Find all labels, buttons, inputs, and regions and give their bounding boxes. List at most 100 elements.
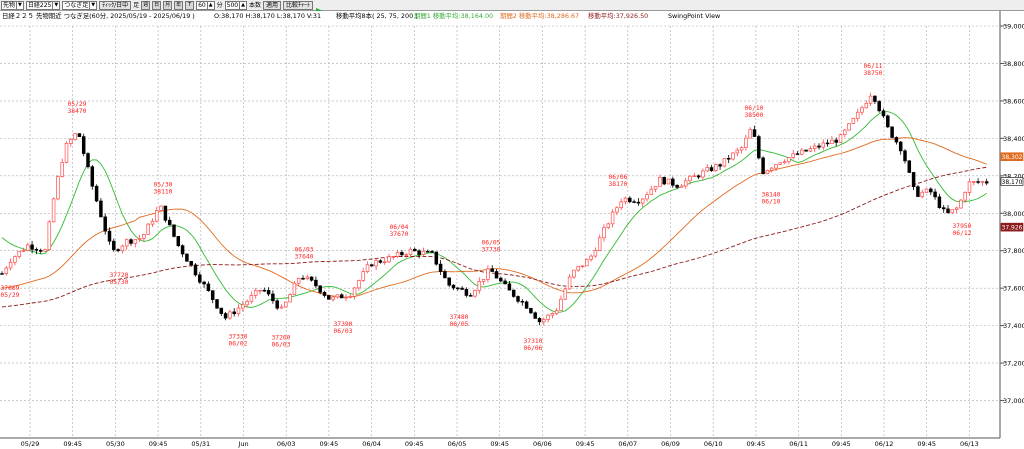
candle-body (503, 280, 507, 285)
candle-body (855, 111, 860, 119)
ma200-line (1, 166, 987, 308)
candle-body (920, 191, 924, 197)
candle-body (520, 300, 525, 303)
candle-body (886, 115, 890, 128)
x-tick-label: 06/07 (618, 440, 637, 448)
candle-body (726, 157, 731, 160)
x-tick-label: 06/03 (277, 440, 296, 448)
swing-label: 06/05 (450, 321, 469, 328)
candle-body (821, 142, 826, 148)
candle-body (563, 288, 568, 300)
candle-body (477, 281, 482, 291)
candle-body (851, 117, 856, 124)
candle-body (589, 255, 593, 260)
candle-body (494, 271, 499, 279)
candle-body (735, 149, 740, 154)
ma3-readout: 移動平均:37,926.50 (588, 11, 648, 20)
bars-input[interactable]: 500 ▲ (224, 0, 247, 10)
candle-body (249, 295, 254, 302)
candle-body (486, 268, 490, 280)
candle-body (843, 129, 847, 135)
y-tick-label: 37,200 (1003, 360, 1024, 368)
candle-body (73, 133, 77, 140)
swing-label: 37310 (524, 338, 543, 345)
candle-body (576, 266, 580, 271)
candle-body (253, 290, 258, 296)
instrument-select[interactable]: 先物 ▼ (1, 0, 24, 10)
candle-body (77, 133, 82, 137)
swing-label: 06/04 (390, 224, 409, 231)
swing-label: 38500 (745, 112, 764, 119)
candle-body (90, 166, 95, 187)
x-tick-label: 06/10 (704, 440, 723, 448)
candle-body (185, 253, 189, 262)
apply-button[interactable]: 適用 (262, 0, 281, 10)
candle-body (357, 280, 361, 289)
swing-label: 38470 (68, 108, 87, 115)
candle-body (60, 162, 64, 177)
candle-body (382, 261, 387, 264)
swing-label: 37390 (334, 321, 353, 328)
candle-body (339, 294, 344, 299)
candle-body (47, 221, 52, 250)
candle-body (112, 240, 116, 250)
candle-body (808, 148, 813, 152)
candle-body (434, 251, 439, 265)
week-icon[interactable]: 週 (141, 0, 151, 10)
candle-body (490, 268, 494, 272)
candle-body (103, 216, 107, 232)
candle-body (941, 207, 946, 210)
x-tick-label: 09:45 (917, 440, 936, 448)
candle-body (215, 299, 219, 309)
x-tick-label: 09:45 (832, 440, 851, 448)
minutes-label: 分 (216, 1, 223, 9)
x-tick-label: 09:45 (405, 440, 424, 448)
swing-label: 06/10 (762, 198, 781, 205)
candle-body (757, 136, 761, 159)
year-icon[interactable]: 年 (174, 0, 184, 10)
swing-label: 06/05 (482, 240, 501, 247)
tick-button[interactable]: ﾃｨｯｸ/日中 (99, 0, 132, 10)
candle-body (954, 207, 959, 210)
x-tick-label: 09:45 (490, 440, 509, 448)
y-axis: 37,000 37,200 37,400 37,600 37,800 38,000 38,2… (1000, 23, 1024, 405)
compare-button[interactable]: 比較ﾁｬｰﾄ (282, 0, 313, 10)
minutes-input[interactable]: 60 ▲ (196, 0, 215, 10)
candle-body (653, 186, 658, 190)
day-icon[interactable]: 日 (152, 0, 162, 10)
candle-body (395, 252, 400, 257)
y-tick-label: 38,000 (1003, 210, 1024, 218)
candle-body (907, 160, 912, 173)
month-icon[interactable]: 月 (163, 0, 173, 10)
x-axis: 05/29 09:45 05/30 09:45 05/31 Jun 06/03 09:45 06… (21, 440, 979, 448)
candle-body (400, 252, 404, 256)
candle-body (542, 319, 546, 323)
x-tick-label: 09:45 (320, 440, 339, 448)
swing-label: 38110 (154, 188, 173, 195)
candle-body (972, 181, 976, 183)
candle-body (133, 239, 138, 244)
candle-body (800, 149, 804, 155)
candle-body (916, 186, 920, 197)
candle-body (529, 307, 533, 314)
candle-body (120, 245, 125, 252)
swing-label: 06/03 (272, 342, 291, 349)
candle-body (425, 251, 430, 253)
symbol-select[interactable]: 日経225 ▼ (25, 0, 61, 10)
candle-body (352, 287, 357, 297)
flag-icon[interactable] (315, 1, 325, 15)
x-tick-label: 05/31 (191, 440, 210, 448)
candle-body (292, 282, 297, 295)
candle-body (318, 285, 322, 293)
interval-label: 足 (133, 1, 140, 9)
candle-body (894, 137, 899, 143)
candle-body (778, 162, 783, 165)
candle-body (159, 205, 163, 211)
candle-body (658, 176, 662, 187)
candle-body (929, 188, 933, 193)
price-chart[interactable]: 3766905/2905/29384703772005/3005/3038110… (0, 11, 1024, 449)
candle-body (847, 123, 851, 131)
tick-icon[interactable]: T (185, 0, 195, 10)
contract-select[interactable]: つなぎ足 ▼ (62, 0, 98, 10)
candle-body (976, 181, 980, 183)
